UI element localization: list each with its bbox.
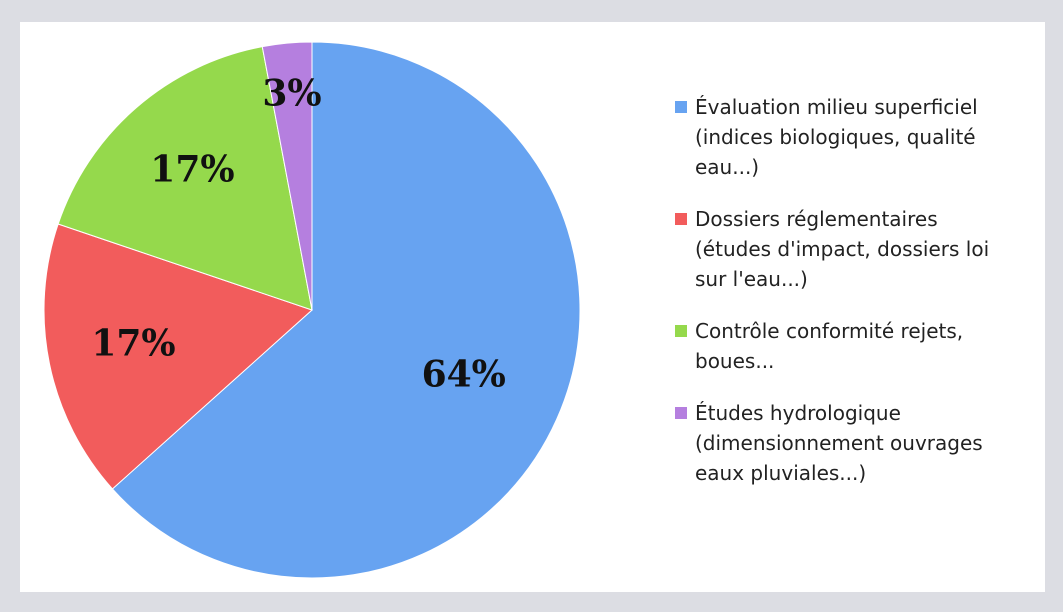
legend: Évaluation milieu superficiel (indices b…: [675, 92, 1015, 510]
pie-slice: [261, 41, 313, 311]
legend-swatch: [675, 101, 687, 113]
legend-swatch: [675, 213, 687, 225]
legend-label: Dossiers réglementaires (études d'impact…: [695, 207, 990, 291]
legend-item: Contrôle conformité rejets, boues...: [675, 316, 1015, 376]
legend-item: Dossiers réglementaires (études d'impact…: [675, 204, 1015, 294]
legend-item: Évaluation milieu superficiel (indices b…: [675, 92, 1015, 182]
pie-slice: [57, 46, 313, 311]
pie-slice: [43, 223, 313, 490]
pie-slice: [111, 41, 581, 579]
chart-panel: 64% 17% 17% 3% Évaluation milieu superficie…: [20, 22, 1045, 592]
legend-label: Contrôle conformité rejets, boues...: [695, 319, 964, 373]
value-label: 64%: [422, 354, 506, 396]
chart: 64% 17% 17% 3%: [43, 41, 581, 579]
value-label: 3%: [262, 73, 321, 115]
value-label: 17%: [91, 323, 175, 365]
value-label: 17%: [150, 148, 234, 190]
legend-swatch: [675, 407, 687, 419]
legend-label: Études hydrologique (dimensionnement ouv…: [695, 401, 983, 485]
legend-label: Évaluation milieu superficiel (indices b…: [695, 95, 978, 179]
legend-item: Études hydrologique (dimensionnement ouv…: [675, 398, 1015, 488]
legend-swatch: [675, 325, 687, 337]
